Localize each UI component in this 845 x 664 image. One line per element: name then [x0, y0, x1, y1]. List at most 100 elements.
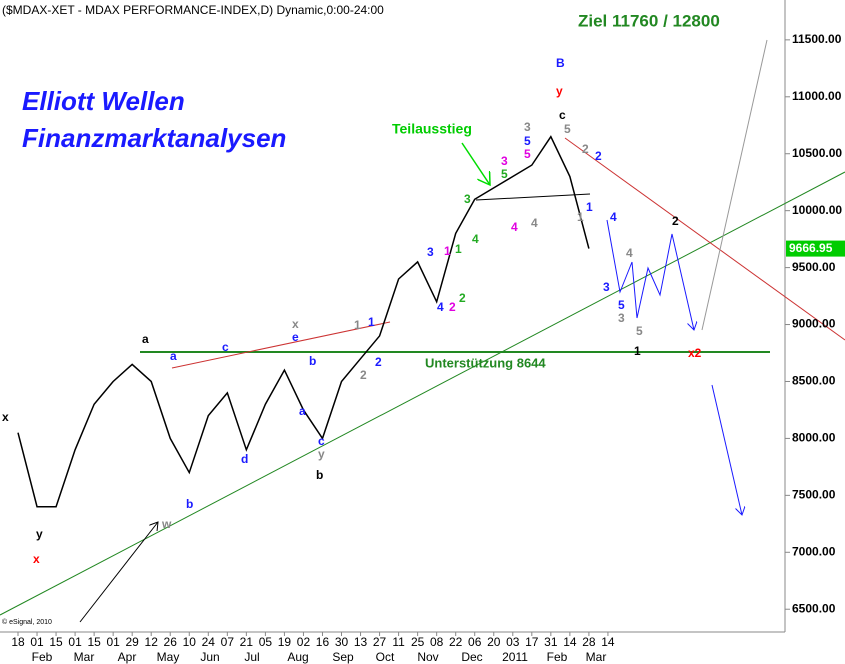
wave-label: 1: [368, 315, 375, 329]
wave-label: 3: [618, 311, 625, 325]
wave-label: 3: [427, 245, 434, 259]
x-tick-label: 19: [278, 635, 292, 649]
wave-label: 3: [603, 280, 610, 294]
y-tick-label: 6500.00: [792, 601, 836, 615]
x-tick-label: 20: [487, 635, 501, 649]
wave-label: b: [316, 468, 323, 482]
x-tick-label: 10: [183, 635, 197, 649]
wave-label: 1: [586, 200, 593, 214]
arrow: [461, 142, 490, 185]
wave-label: e: [292, 330, 299, 344]
y-tick-label: 9500.00: [792, 260, 836, 274]
wave-label: b: [309, 354, 316, 368]
month-label: Dec: [461, 650, 482, 664]
resistance-line: [564, 137, 845, 341]
month-label: Nov: [417, 650, 438, 664]
x-tick-label: 29: [126, 635, 140, 649]
wave-label: B: [556, 56, 565, 70]
wave-label: a: [170, 349, 177, 363]
month-label: Oct: [376, 650, 395, 664]
wave-label: 5: [524, 147, 531, 161]
y-tick-label: 9000.00: [792, 317, 836, 331]
month-label: Feb: [32, 650, 53, 664]
wave-label: x2: [688, 346, 702, 360]
wave-label: 4: [626, 246, 633, 260]
wave-label: 2: [582, 142, 589, 156]
wave-label: 5: [501, 167, 508, 181]
price-label: 9666.95: [789, 241, 833, 255]
x-tick-label: 14: [601, 635, 615, 649]
projection: [711, 384, 742, 515]
x-tick-label: 26: [164, 635, 178, 649]
wave-label: 4: [437, 300, 444, 314]
wave-label: c: [318, 434, 325, 448]
price-line: [17, 135, 590, 508]
wave-label: y: [36, 527, 43, 541]
target-line: [701, 39, 768, 331]
wave-label: 1: [455, 242, 462, 256]
wave-label: 5: [564, 122, 571, 136]
x-tick-label: 11: [392, 635, 405, 649]
month-label: Mar: [74, 650, 95, 664]
month-label: Aug: [287, 650, 308, 664]
x-tick-label: 31: [544, 635, 558, 649]
wave-label: x: [33, 552, 40, 566]
x-tick-label: 05: [259, 635, 273, 649]
wave-label: 5: [524, 134, 531, 148]
x-tick-label: 01: [68, 635, 82, 649]
wave-label: d: [241, 452, 248, 466]
note: Teilausstieg: [392, 121, 472, 137]
x-tick-label: 24: [202, 635, 216, 649]
wave-label: c: [559, 108, 566, 122]
headline: Elliott Wellen: [22, 86, 185, 116]
month-label: Feb: [547, 650, 568, 664]
y-tick-label: 11500.00: [792, 32, 842, 46]
target-label: Ziel 11760 / 12800: [578, 11, 720, 30]
headline: Finanzmarktanalysen: [22, 123, 286, 153]
x-tick-label: 07: [221, 635, 235, 649]
x-tick-label: 01: [30, 635, 44, 649]
wave-label: c: [222, 340, 229, 354]
wave-label: 3: [501, 154, 508, 168]
arrow: [79, 522, 158, 623]
wave-label: 1: [634, 344, 641, 358]
wave-label: a: [142, 332, 149, 346]
plot-area: [0, 0, 785, 632]
projection: [606, 219, 694, 330]
trend-line: [0, 171, 845, 616]
wave-label: 4: [610, 210, 617, 224]
x-tick-label: 13: [354, 635, 368, 649]
wave-label: y: [318, 447, 325, 461]
wave-label: 1: [577, 210, 584, 224]
x-tick-label: 02: [297, 635, 311, 649]
x-tick-label: 12: [145, 635, 159, 649]
wave-label: 4: [472, 232, 479, 246]
month-label: Jul: [244, 650, 259, 664]
wave-label: 2: [360, 368, 367, 382]
copyright: © eSignal, 2010: [2, 618, 52, 626]
wave-label: x: [292, 317, 299, 331]
wave-label: a: [299, 404, 306, 418]
x-tick-label: 22: [449, 635, 463, 649]
y-tick-label: 11000.00: [792, 89, 842, 103]
month-label: Apr: [118, 650, 137, 664]
wave-label: b: [186, 497, 193, 511]
x-tick-label: 15: [49, 635, 63, 649]
x-tick-label: 03: [506, 635, 520, 649]
wave-label: 2: [459, 291, 466, 305]
x-tick-label: 01: [106, 635, 120, 649]
wave-label: w: [161, 517, 172, 531]
wave-label: 5: [636, 324, 643, 338]
price-box: [786, 240, 845, 257]
wave-label: 1: [444, 244, 451, 258]
chart-title: ($MDAX-XET - MDAX PERFORMANCE-INDEX,D) D…: [2, 3, 384, 17]
wave-label: 3: [464, 192, 471, 206]
wave-label: 4: [511, 220, 518, 234]
resistance-line: [171, 321, 391, 369]
y-tick-label: 8000.00: [792, 431, 836, 445]
x-tick-label: 25: [411, 635, 425, 649]
x-tick-label: 21: [240, 635, 254, 649]
month-label: Mar: [586, 650, 607, 664]
x-tick-label: 15: [87, 635, 101, 649]
